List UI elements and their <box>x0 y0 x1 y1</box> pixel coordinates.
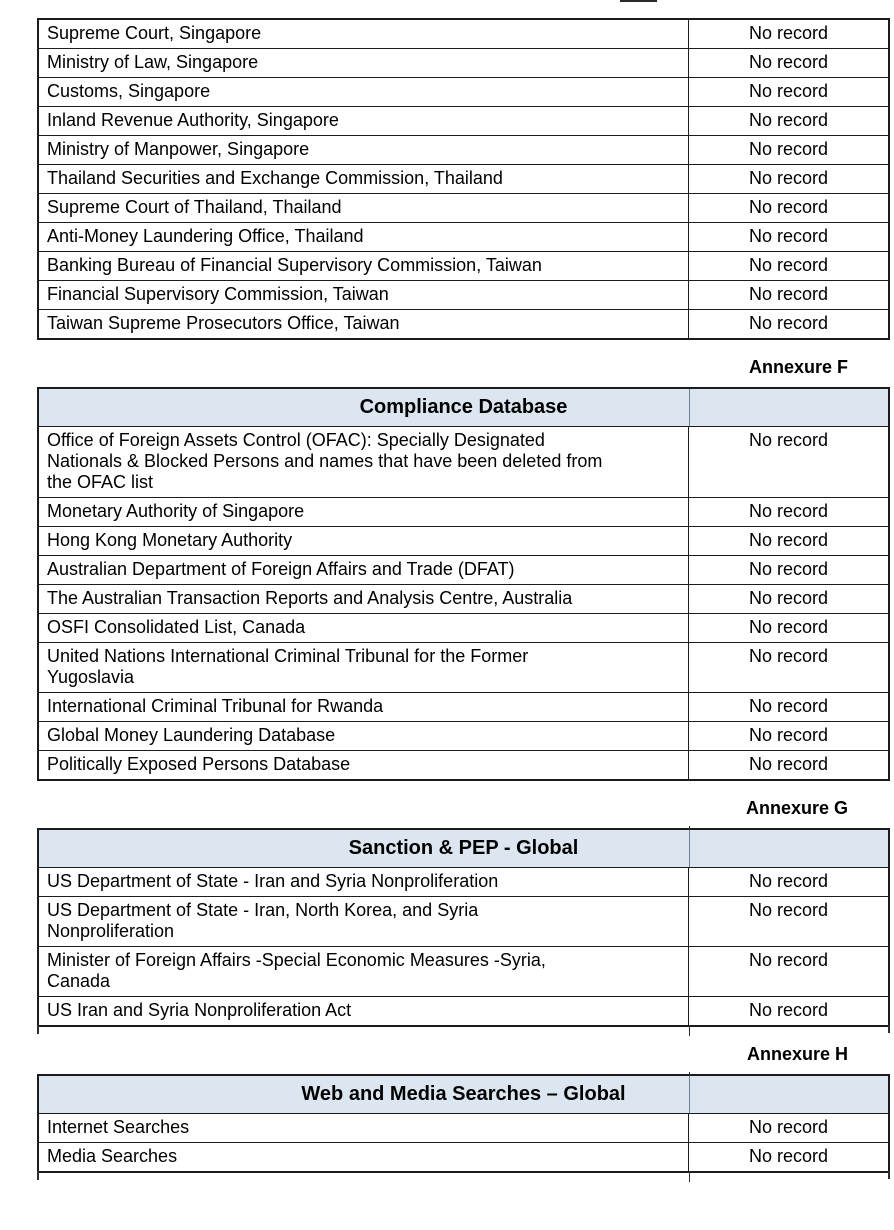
source-cell: Monetary Authority of Singapore <box>39 498 689 526</box>
result-cell: No record <box>748 110 829 130</box>
source-cell: US Department of State - Iran, North Kor… <box>39 897 689 946</box>
result-cell: No record <box>748 530 829 550</box>
source-cell: Media Searches <box>39 1143 689 1171</box>
result-cell: No record <box>748 588 829 608</box>
table-row: Supreme Court of Thailand, Thailand No r… <box>39 193 888 222</box>
result-cell: No record <box>748 646 829 666</box>
source-cell: Ministry of Manpower, Singapore <box>39 136 689 164</box>
result-cell: No record <box>748 950 829 970</box>
source-cell: Internet Searches <box>39 1114 689 1142</box>
table-border-tick <box>689 826 690 830</box>
annexure-g-label: Annexure G <box>745 798 848 818</box>
result-cell: No record <box>748 430 829 450</box>
source-cell: Ministry of Law, Singapore <box>39 49 689 77</box>
source-cell: Minister of Foreign Affairs -Special Eco… <box>39 947 689 996</box>
source-cell: Taiwan Supreme Prosecutors Office, Taiwa… <box>39 310 689 338</box>
result-cell: No record <box>748 725 829 745</box>
table-row: OSFI Consolidated List, Canada No record <box>39 613 888 642</box>
table-row: United Nations International Criminal Tr… <box>39 642 888 692</box>
result-cell: No record <box>748 1117 829 1137</box>
table-row: Financial Supervisory Commission, Taiwan… <box>39 280 888 309</box>
source-cell: Customs, Singapore <box>39 78 689 106</box>
source-cell: Anti-Money Laundering Office, Thailand <box>39 223 689 251</box>
source-cell: Office of Foreign Assets Control (OFAC):… <box>39 427 689 497</box>
result-cell: No record <box>748 313 829 333</box>
result-cell: No record <box>748 255 829 275</box>
table-row: US Department of State - Iran, North Kor… <box>39 896 888 946</box>
source-cell: Thailand Securities and Exchange Commiss… <box>39 165 689 193</box>
result-cell: No record <box>748 226 829 246</box>
table-row: Banking Bureau of Financial Supervisory … <box>39 251 888 280</box>
table-title: Compliance Database <box>39 389 888 427</box>
source-cell: Global Money Laundering Database <box>39 722 689 750</box>
source-cell: US Iran and Syria Nonproliferation Act <box>39 997 689 1025</box>
source-cell: International Criminal Tribunal for Rwan… <box>39 693 689 721</box>
source-cell: Politically Exposed Persons Database <box>39 751 689 779</box>
result-cell: No record <box>748 871 829 891</box>
source-cell: United Nations International Criminal Tr… <box>39 643 689 692</box>
result-cell: No record <box>748 168 829 188</box>
regulatory-sources-table: Supreme Court, Singapore No record Minis… <box>37 18 890 340</box>
result-cell: No record <box>748 81 829 101</box>
source-cell: Banking Bureau of Financial Supervisory … <box>39 252 689 280</box>
table-row: Thailand Securities and Exchange Commiss… <box>39 164 888 193</box>
result-cell: No record <box>748 696 829 716</box>
table-row: US Iran and Syria Nonproliferation Act N… <box>39 996 888 1025</box>
table-row: The Australian Transaction Reports and A… <box>39 584 888 613</box>
table-row: Hong Kong Monetary Authority No record <box>39 526 888 555</box>
report-page: Supreme Court, Singapore No record Minis… <box>37 18 890 1182</box>
compliance-database-table: Compliance Database Office of Foreign As… <box>37 387 890 781</box>
annexure-h-label: Annexure H <box>746 1044 848 1064</box>
result-cell: No record <box>748 197 829 217</box>
page-crop-artifact <box>620 0 657 2</box>
table-row: Politically Exposed Persons Database No … <box>39 750 888 779</box>
source-cell: Inland Revenue Authority, Singapore <box>39 107 689 135</box>
result-cell: No record <box>748 617 829 637</box>
result-cell: No record <box>748 900 829 920</box>
table-border-tails <box>37 1025 890 1036</box>
source-cell: The Australian Transaction Reports and A… <box>39 585 689 613</box>
source-cell: Hong Kong Monetary Authority <box>39 527 689 555</box>
result-cell: No record <box>748 754 829 774</box>
annexure-f-label: Annexure F <box>748 357 848 377</box>
table-border-tails <box>37 1171 890 1182</box>
source-cell: Australian Department of Foreign Affairs… <box>39 556 689 584</box>
table-row: Monetary Authority of Singapore No recor… <box>39 497 888 526</box>
table-row: Anti-Money Laundering Office, Thailand N… <box>39 222 888 251</box>
source-cell: US Department of State - Iran and Syria … <box>39 868 689 896</box>
result-cell: No record <box>748 1000 829 1020</box>
result-cell: No record <box>748 1146 829 1166</box>
table-row: Media Searches No record <box>39 1142 888 1171</box>
table-title: Web and Media Searches – Global <box>39 1076 888 1114</box>
table-row: Ministry of Law, Singapore No record <box>39 48 888 77</box>
result-cell: No record <box>748 284 829 304</box>
source-cell: Financial Supervisory Commission, Taiwan <box>39 281 689 309</box>
sanction-pep-table: Sanction & PEP - Global US Department of… <box>37 826 890 1036</box>
table-row: Taiwan Supreme Prosecutors Office, Taiwa… <box>39 309 888 338</box>
source-cell: Supreme Court of Thailand, Thailand <box>39 194 689 222</box>
result-cell: No record <box>748 139 829 159</box>
table-border-tick <box>689 1072 690 1076</box>
table-row: Office of Foreign Assets Control (OFAC):… <box>39 427 888 497</box>
table-row: Customs, Singapore No record <box>39 77 888 106</box>
source-cell: OSFI Consolidated List, Canada <box>39 614 689 642</box>
table-row: US Department of State - Iran and Syria … <box>39 868 888 896</box>
table-row: Minister of Foreign Affairs -Special Eco… <box>39 946 888 996</box>
web-media-searches-table: Web and Media Searches – Global Internet… <box>37 1072 890 1182</box>
result-cell: No record <box>748 52 829 72</box>
table-row: Inland Revenue Authority, Singapore No r… <box>39 106 888 135</box>
result-cell: No record <box>748 23 829 43</box>
result-cell: No record <box>748 559 829 579</box>
table-row: Internet Searches No record <box>39 1114 888 1142</box>
table-row: Ministry of Manpower, Singapore No recor… <box>39 135 888 164</box>
table-row: Global Money Laundering Database No reco… <box>39 721 888 750</box>
result-cell: No record <box>748 501 829 521</box>
table-row: Australian Department of Foreign Affairs… <box>39 555 888 584</box>
table-row: International Criminal Tribunal for Rwan… <box>39 692 888 721</box>
table-title: Sanction & PEP - Global <box>39 830 888 868</box>
source-cell: Supreme Court, Singapore <box>39 20 689 48</box>
table-row: Supreme Court, Singapore No record <box>39 20 888 48</box>
